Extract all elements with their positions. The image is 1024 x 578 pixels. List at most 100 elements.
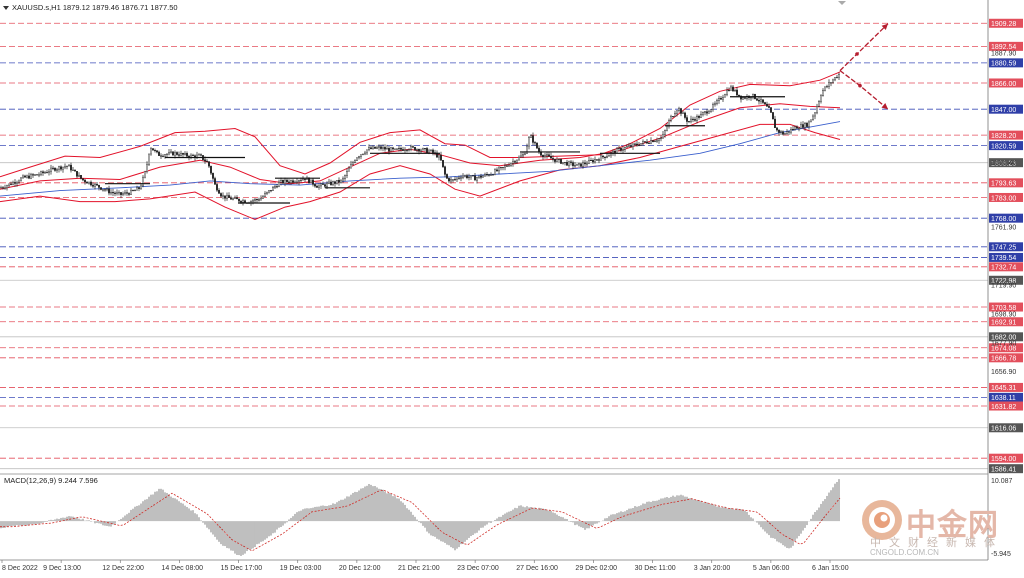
candle-body — [26, 175, 28, 178]
candle — [514, 160, 516, 165]
candle — [780, 130, 782, 135]
candle-body — [636, 143, 638, 146]
candle-body — [528, 137, 530, 147]
candle — [432, 148, 434, 156]
candle-body — [408, 149, 410, 151]
candle-body — [588, 160, 590, 164]
candle-body — [674, 113, 676, 117]
candle — [814, 111, 816, 120]
candle — [768, 103, 770, 108]
candle — [112, 188, 114, 197]
price-level-label: 1747.25 — [989, 242, 1023, 252]
price-level-label: 1692.91 — [989, 317, 1023, 327]
price-level-value: 1847.00 — [991, 107, 1016, 114]
candle-body — [744, 97, 746, 99]
candle-body — [24, 175, 26, 178]
time-tick-label: 20 Dec 12:00 — [339, 565, 381, 572]
candle-body — [484, 174, 486, 177]
candle-body — [348, 167, 350, 172]
chevron-down-icon[interactable] — [3, 6, 9, 10]
candle-body — [818, 101, 820, 107]
candle-body — [442, 159, 444, 167]
candle — [400, 146, 402, 152]
candle — [268, 190, 270, 194]
candle-body — [44, 172, 46, 174]
candle-body — [678, 108, 680, 112]
candle-body — [352, 162, 354, 165]
candle-body — [168, 152, 170, 155]
candle-body — [240, 200, 242, 203]
candle — [412, 145, 414, 149]
price-level-value: 1631.82 — [991, 404, 1016, 411]
candle-body — [216, 184, 218, 191]
candle-body — [370, 147, 372, 150]
candle — [594, 156, 596, 164]
candle-body — [704, 111, 706, 113]
candle — [18, 179, 20, 185]
candle-body — [60, 166, 62, 170]
macd-max-label: 10.087 — [991, 478, 1013, 485]
candle-body — [490, 174, 492, 176]
candle-body — [590, 160, 592, 162]
candle-body — [280, 180, 282, 183]
candle-body — [524, 153, 526, 155]
candle — [632, 143, 634, 150]
candle — [590, 157, 592, 162]
price-level-label: 1892.54 — [989, 41, 1023, 51]
price-level-label: 1847.00 — [989, 104, 1023, 114]
candle — [330, 179, 332, 186]
candle — [558, 158, 560, 163]
candle — [106, 187, 108, 192]
candle — [396, 148, 398, 150]
candle-body — [492, 174, 494, 176]
price-levels: 1909.28 1892.54 1880.59 1866.00 1847.00 1828.… — [0, 18, 1023, 473]
candle — [52, 165, 54, 171]
candle — [254, 198, 256, 204]
candle-body — [546, 154, 548, 156]
candle — [94, 182, 96, 190]
candle — [352, 160, 354, 166]
candle — [808, 120, 810, 130]
candle-body — [8, 183, 10, 186]
candle-body — [258, 199, 260, 201]
arrow-node — [858, 83, 862, 88]
candle — [304, 178, 306, 183]
price-level-label: 1594.00 — [989, 453, 1023, 463]
candle-body — [144, 171, 146, 178]
candle — [654, 139, 656, 143]
candle-body — [292, 180, 294, 183]
candle — [104, 188, 106, 192]
candle — [444, 165, 446, 178]
candle-body — [192, 154, 194, 156]
candle-body — [548, 154, 550, 157]
price-level-value: 1638.11 — [991, 395, 1016, 402]
candle — [82, 178, 84, 182]
candle — [338, 177, 340, 186]
candle-body — [388, 148, 390, 152]
candle — [448, 177, 450, 184]
price-level-value: 1793.63 — [991, 181, 1016, 188]
candle-body — [72, 169, 74, 171]
candle — [446, 173, 448, 179]
candle — [640, 143, 642, 147]
candle-body — [612, 150, 614, 153]
candle — [266, 191, 268, 196]
candle — [822, 88, 824, 97]
candle-body — [260, 197, 262, 201]
candle — [528, 135, 530, 150]
time-tick-label: 5 Jan 06:00 — [753, 565, 790, 572]
candle — [456, 177, 458, 183]
candle-body — [454, 179, 456, 181]
candle — [294, 180, 296, 184]
candle-body — [0, 187, 2, 189]
candle — [420, 148, 422, 154]
candle-body — [568, 161, 570, 166]
candle — [598, 157, 600, 164]
candle — [736, 87, 738, 97]
candle — [522, 151, 524, 159]
time-tick-label: 19 Dec 03:00 — [280, 565, 322, 572]
candle — [430, 149, 432, 152]
price-level-label: 1866.00 — [989, 78, 1023, 88]
candle-body — [314, 184, 316, 187]
